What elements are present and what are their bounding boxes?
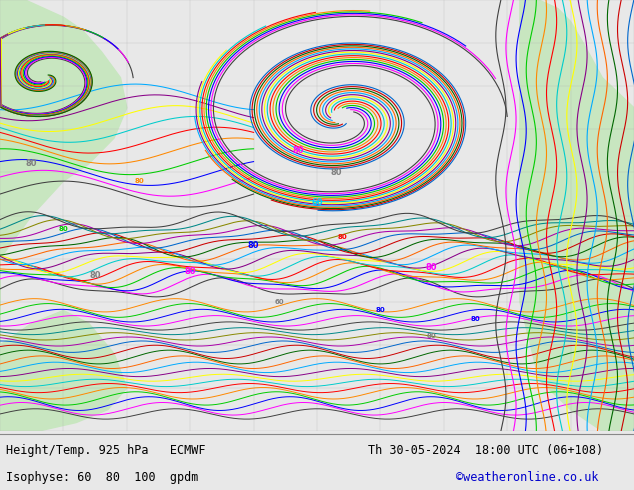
- Text: 80: 80: [248, 241, 259, 250]
- Polygon shape: [0, 311, 127, 431]
- Text: 80: 80: [26, 159, 37, 169]
- Polygon shape: [590, 151, 609, 181]
- Text: Th 30-05-2024  18:00 UTC (06+108): Th 30-05-2024 18:00 UTC (06+108): [368, 443, 603, 457]
- Text: 60: 60: [274, 299, 284, 305]
- Text: 80: 80: [58, 225, 68, 232]
- Text: 80: 80: [470, 316, 481, 322]
- Text: Height/Temp. 925 hPa   ECMWF: Height/Temp. 925 hPa ECMWF: [6, 443, 206, 457]
- Polygon shape: [0, 0, 127, 431]
- Text: Isophyse: 60  80  100  gpdm: Isophyse: 60 80 100 gpdm: [6, 470, 198, 484]
- Text: 80: 80: [184, 267, 196, 276]
- Text: 80: 80: [426, 333, 436, 340]
- Text: ©weatheronline.co.uk: ©weatheronline.co.uk: [456, 470, 599, 484]
- Text: 80: 80: [375, 307, 385, 314]
- Polygon shape: [520, 0, 634, 431]
- Text: 80: 80: [425, 263, 437, 272]
- Text: 60: 60: [311, 198, 323, 207]
- Text: 80: 80: [89, 271, 101, 280]
- Text: 80: 80: [134, 178, 145, 184]
- Text: 80: 80: [292, 147, 304, 155]
- Text: 80: 80: [337, 234, 347, 240]
- Text: 80: 80: [330, 168, 342, 177]
